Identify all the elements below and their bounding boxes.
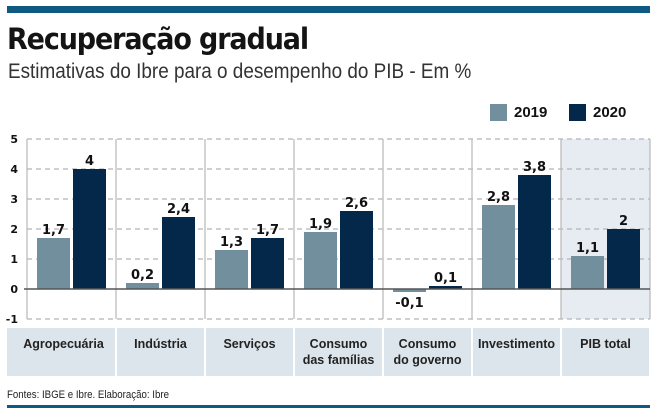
category-band-cell (562, 328, 649, 376)
source-note: Fontes: IBGE e Ibre. Elaboração: Ibre (7, 389, 169, 401)
category-label: Indústria (134, 337, 188, 351)
category-label: do governo (393, 353, 461, 367)
bar-2020 (251, 238, 284, 289)
data-label-2020: 2,4 (167, 202, 190, 217)
data-label-2019: 2,8 (487, 190, 510, 205)
legend-swatch-2020 (569, 104, 586, 121)
category-band-cell (473, 328, 560, 376)
data-label-2020: 4 (85, 154, 94, 169)
data-label-2019: -0,1 (395, 296, 423, 311)
legend-label-2020: 2020 (593, 104, 627, 121)
category-label: Serviços (223, 337, 275, 351)
data-label-2019: 1,1 (576, 241, 599, 256)
category-band-cell (7, 328, 115, 376)
bar-2019 (571, 256, 604, 289)
y-tick-label: 4 (10, 163, 18, 176)
bar-2019 (482, 205, 515, 289)
category-label: Consumo (399, 337, 457, 351)
data-label-2019: 1,9 (309, 217, 332, 232)
chart-subtitle: Estimativas do Ibre para o desempenho do… (8, 60, 472, 83)
bar-2019 (215, 250, 248, 289)
category-band-cell (117, 328, 204, 376)
legend-swatch-2019 (490, 104, 507, 121)
y-tick-label: 5 (10, 133, 18, 146)
category-band-cell (384, 328, 471, 376)
bar-2020 (518, 175, 551, 289)
legend-item-2020: 2020 (569, 104, 626, 121)
bar-2020 (607, 229, 640, 289)
y-tick-label: 2 (10, 223, 18, 236)
bar-2019 (304, 232, 337, 289)
y-tick-label: 3 (10, 193, 18, 206)
data-label-2020: 1,7 (256, 223, 279, 238)
legend-item-2019: 2019 (490, 104, 547, 121)
bar-2020 (429, 286, 462, 289)
category-band-cell (295, 328, 382, 376)
data-label-2019: 1,3 (220, 235, 243, 250)
bar-2020 (340, 211, 373, 289)
data-label-2020: 3,8 (523, 160, 546, 175)
category-label: Investimento (478, 337, 555, 351)
category-band-cell (206, 328, 293, 376)
data-label-2020: 2 (619, 214, 628, 229)
data-label-2020: 0,1 (434, 271, 457, 286)
chart-title: Recuperação gradual (7, 22, 309, 56)
category-label: Agropecuária (23, 337, 105, 351)
top-accent-bar (7, 6, 650, 13)
legend-label-2019: 2019 (514, 104, 548, 121)
bar-2019 (393, 289, 426, 292)
bar-2019 (37, 238, 70, 289)
data-label-2019: 1,7 (42, 223, 65, 238)
category-label: das famílias (303, 353, 375, 367)
bottom-accent-bar (7, 405, 650, 408)
bar-2019 (126, 283, 159, 289)
y-tick-label: 1 (10, 253, 18, 266)
category-label: Consumo (310, 337, 368, 351)
y-tick-label: -1 (6, 313, 18, 326)
data-label-2020: 2,6 (345, 196, 368, 211)
bar-2020 (162, 217, 195, 289)
category-label: PIB total (580, 337, 631, 351)
data-label-2019: 0,2 (131, 268, 154, 283)
y-tick-label: 0 (10, 283, 18, 296)
bar-2020 (73, 169, 106, 289)
